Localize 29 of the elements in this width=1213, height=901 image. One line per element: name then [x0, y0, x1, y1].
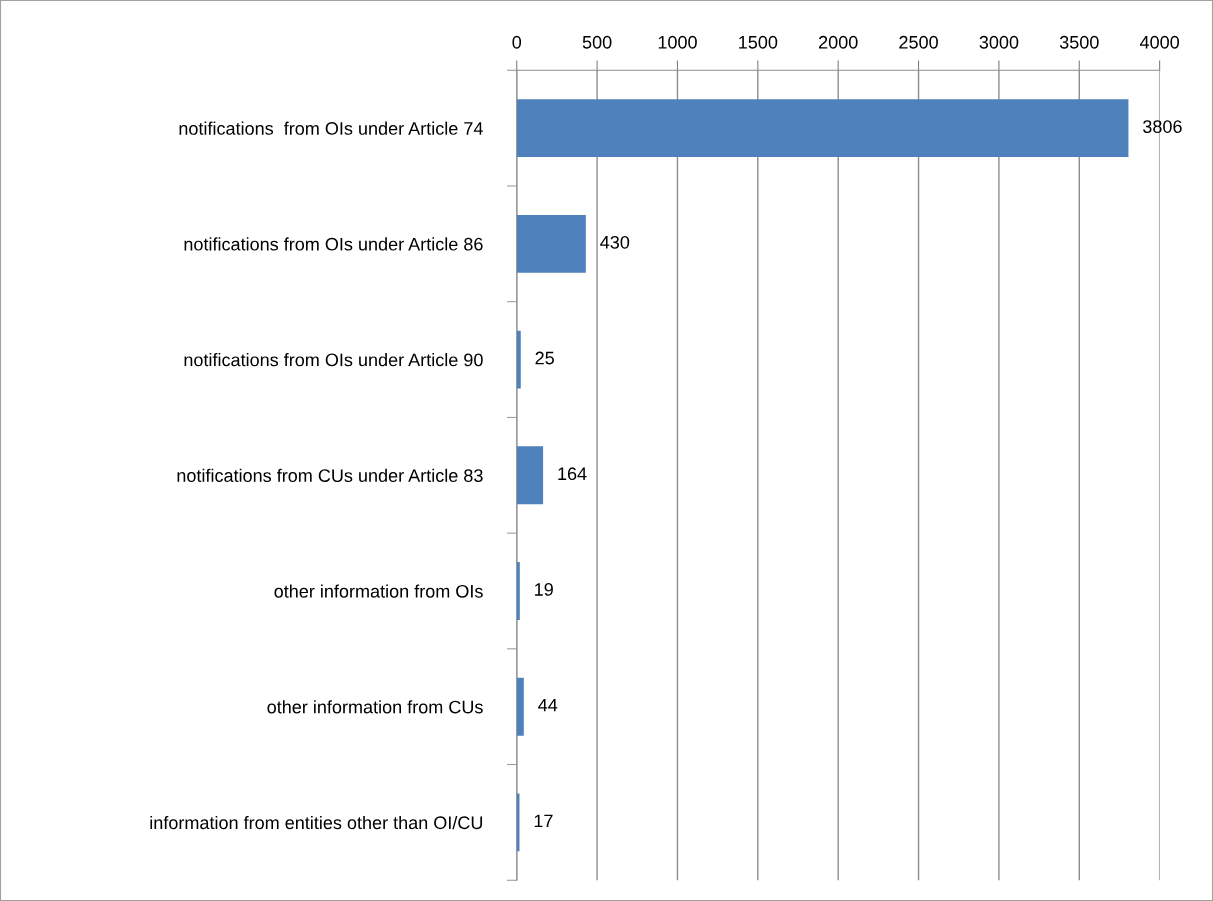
x-tick-label: 1000: [658, 35, 697, 49]
data-label: 44: [538, 698, 558, 712]
x-tick-label: 0: [512, 35, 522, 49]
x-tick-label: 2000: [819, 35, 858, 49]
y-tick-label: notifications from OIs under Article 74: [179, 121, 483, 135]
y-tick-label: information from entities other than OI/CU: [150, 815, 483, 830]
data-label: 19: [535, 583, 553, 596]
data-label: 3806: [1143, 120, 1182, 133]
bar: [516, 446, 544, 505]
bar: [516, 677, 524, 736]
data-label: 17: [534, 814, 553, 828]
y-tick-label: notifications from OIs under Article 90: [184, 353, 483, 367]
y-tick-label: notifications from CUs under Article 83: [177, 468, 483, 482]
bar: [516, 330, 521, 389]
y-tick-label: other information from OIs: [274, 584, 483, 598]
bar: [516, 562, 520, 620]
data-label: 25: [535, 351, 554, 365]
x-tick-label: 4000: [1139, 35, 1180, 49]
data-label: 430: [600, 235, 630, 249]
y-tick-label: other information from CUs: [267, 700, 483, 714]
x-tick-label: 3500: [1059, 35, 1099, 49]
x-tick-label: 500: [582, 35, 612, 49]
y-tick-label: notifications from OIs under Article 86: [184, 237, 483, 251]
x-tick-label: 3000: [979, 35, 1019, 49]
x-tick-label: 1500: [739, 35, 778, 49]
x-tick-label: 2500: [899, 35, 938, 49]
bar: [516, 99, 1129, 158]
bar: [516, 214, 586, 273]
data-label: 164: [558, 467, 587, 481]
